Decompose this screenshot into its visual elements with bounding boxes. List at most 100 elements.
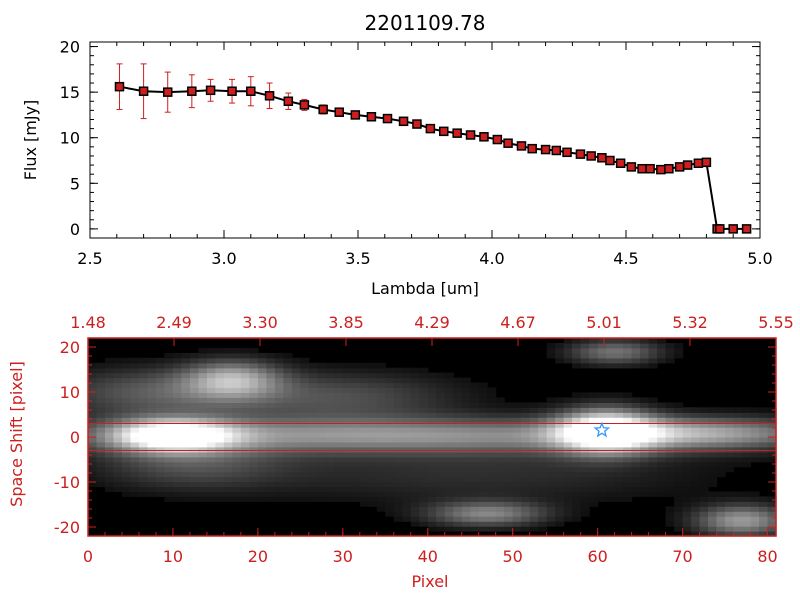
heatmap-cell bbox=[648, 461, 658, 468]
heatmap-cell bbox=[257, 486, 267, 492]
chart-title: 2201109.78 bbox=[365, 11, 486, 35]
heatmap-cell bbox=[767, 441, 777, 448]
heatmap-cell bbox=[393, 427, 403, 433]
heatmap-cell bbox=[470, 486, 480, 492]
spectrum-series bbox=[114, 63, 752, 234]
heatmap-cell bbox=[351, 441, 361, 448]
heatmap-cell bbox=[419, 486, 429, 492]
heatmap-cell bbox=[223, 427, 233, 433]
heatmap-cell bbox=[461, 407, 471, 413]
heatmap-cell bbox=[436, 372, 446, 379]
heatmap-cell bbox=[444, 392, 454, 398]
heatmap-cell bbox=[665, 456, 675, 463]
heatmap-cell bbox=[113, 486, 123, 492]
x-tick-label: 30 bbox=[333, 547, 353, 566]
heatmap-cell bbox=[529, 496, 539, 502]
heatmap-cell bbox=[461, 397, 471, 403]
heatmap-cell bbox=[563, 516, 573, 522]
heatmap-cell bbox=[682, 516, 692, 522]
heatmap-cell bbox=[623, 347, 633, 354]
heatmap-cell bbox=[640, 432, 650, 438]
heatmap-cell bbox=[402, 402, 412, 408]
heatmap-cell bbox=[742, 437, 752, 443]
heatmap-cell bbox=[410, 491, 420, 497]
heatmap-cell bbox=[317, 402, 327, 408]
heatmap-cell bbox=[223, 407, 233, 413]
heatmap-cell bbox=[257, 422, 267, 428]
heatmap-cell bbox=[512, 521, 522, 527]
heatmap-cell bbox=[122, 446, 132, 453]
heatmap-cell bbox=[444, 501, 454, 507]
heatmap-cell bbox=[631, 486, 641, 492]
heatmap-cell bbox=[546, 486, 556, 492]
heatmap-cell bbox=[189, 362, 199, 369]
heatmap-cell bbox=[555, 501, 565, 507]
heatmap-cell bbox=[512, 412, 522, 418]
heatmap-cell bbox=[529, 432, 539, 438]
heatmap-cell bbox=[283, 412, 293, 418]
heatmap-cell bbox=[546, 471, 556, 478]
heatmap-cell bbox=[351, 491, 361, 497]
heatmap-cell bbox=[368, 451, 378, 458]
heatmap-cell bbox=[215, 417, 225, 423]
heatmap-cell bbox=[206, 387, 216, 393]
heatmap-cell bbox=[342, 471, 352, 478]
heatmap-cell bbox=[580, 342, 590, 349]
heatmap-cell bbox=[359, 412, 369, 418]
heatmap-cell bbox=[393, 441, 403, 448]
heatmap-cell bbox=[725, 466, 735, 473]
heatmap-cell bbox=[359, 476, 369, 483]
heatmap-cell bbox=[198, 476, 208, 483]
heatmap-cell bbox=[589, 417, 599, 423]
heatmap-cell bbox=[682, 466, 692, 473]
heatmap-cell bbox=[487, 496, 497, 502]
heatmap-cell bbox=[580, 506, 590, 512]
heatmap-cell bbox=[249, 437, 259, 443]
heatmap-cell bbox=[631, 397, 641, 403]
heatmap-cell bbox=[402, 451, 412, 458]
heatmap-cell bbox=[521, 516, 531, 522]
heatmap-cell bbox=[529, 466, 539, 473]
heatmap-cell bbox=[385, 412, 395, 418]
heatmap-cell bbox=[156, 491, 166, 497]
heatmap-cell bbox=[427, 511, 437, 517]
heatmap-cell bbox=[461, 456, 471, 463]
heatmap-cell bbox=[589, 451, 599, 458]
heatmap-cell bbox=[215, 451, 225, 458]
heatmap-cell bbox=[699, 407, 709, 413]
heatmap-cell bbox=[555, 521, 565, 527]
heatmap-cell bbox=[436, 422, 446, 428]
heatmap-cell bbox=[96, 367, 106, 374]
heatmap-cell bbox=[504, 427, 514, 433]
heatmap-cell bbox=[325, 496, 335, 502]
heatmap-cell bbox=[623, 357, 633, 364]
heatmap-cell bbox=[555, 481, 565, 488]
heatmap-cell bbox=[733, 422, 743, 428]
heatmap-cell bbox=[699, 526, 709, 532]
heatmap-cell bbox=[105, 451, 115, 458]
heatmap-cell bbox=[470, 496, 480, 502]
heatmap-cell bbox=[198, 456, 208, 463]
heatmap-cell bbox=[767, 432, 777, 438]
y-tick-label: 20 bbox=[60, 38, 80, 57]
heatmap-cell bbox=[266, 402, 276, 408]
heatmap-cell bbox=[359, 471, 369, 478]
heatmap-cell bbox=[181, 446, 191, 453]
heatmap-cell bbox=[206, 471, 216, 478]
heatmap-cell bbox=[563, 397, 573, 403]
heatmap-cell bbox=[512, 476, 522, 483]
heatmap-cell bbox=[427, 461, 437, 468]
heatmap-cell bbox=[359, 432, 369, 438]
heatmap-cell bbox=[538, 446, 548, 453]
heatmap-cell bbox=[105, 367, 115, 374]
heatmap-cell bbox=[105, 441, 115, 448]
heatmap-cell bbox=[470, 427, 480, 433]
heatmap-cell bbox=[665, 437, 675, 443]
heatmap-cell bbox=[325, 377, 335, 384]
heatmap-cell bbox=[708, 437, 718, 443]
heatmap-cell bbox=[589, 407, 599, 413]
heatmap-cell bbox=[325, 466, 335, 473]
heatmap-cell bbox=[164, 476, 174, 483]
heatmap-cell bbox=[147, 362, 157, 369]
